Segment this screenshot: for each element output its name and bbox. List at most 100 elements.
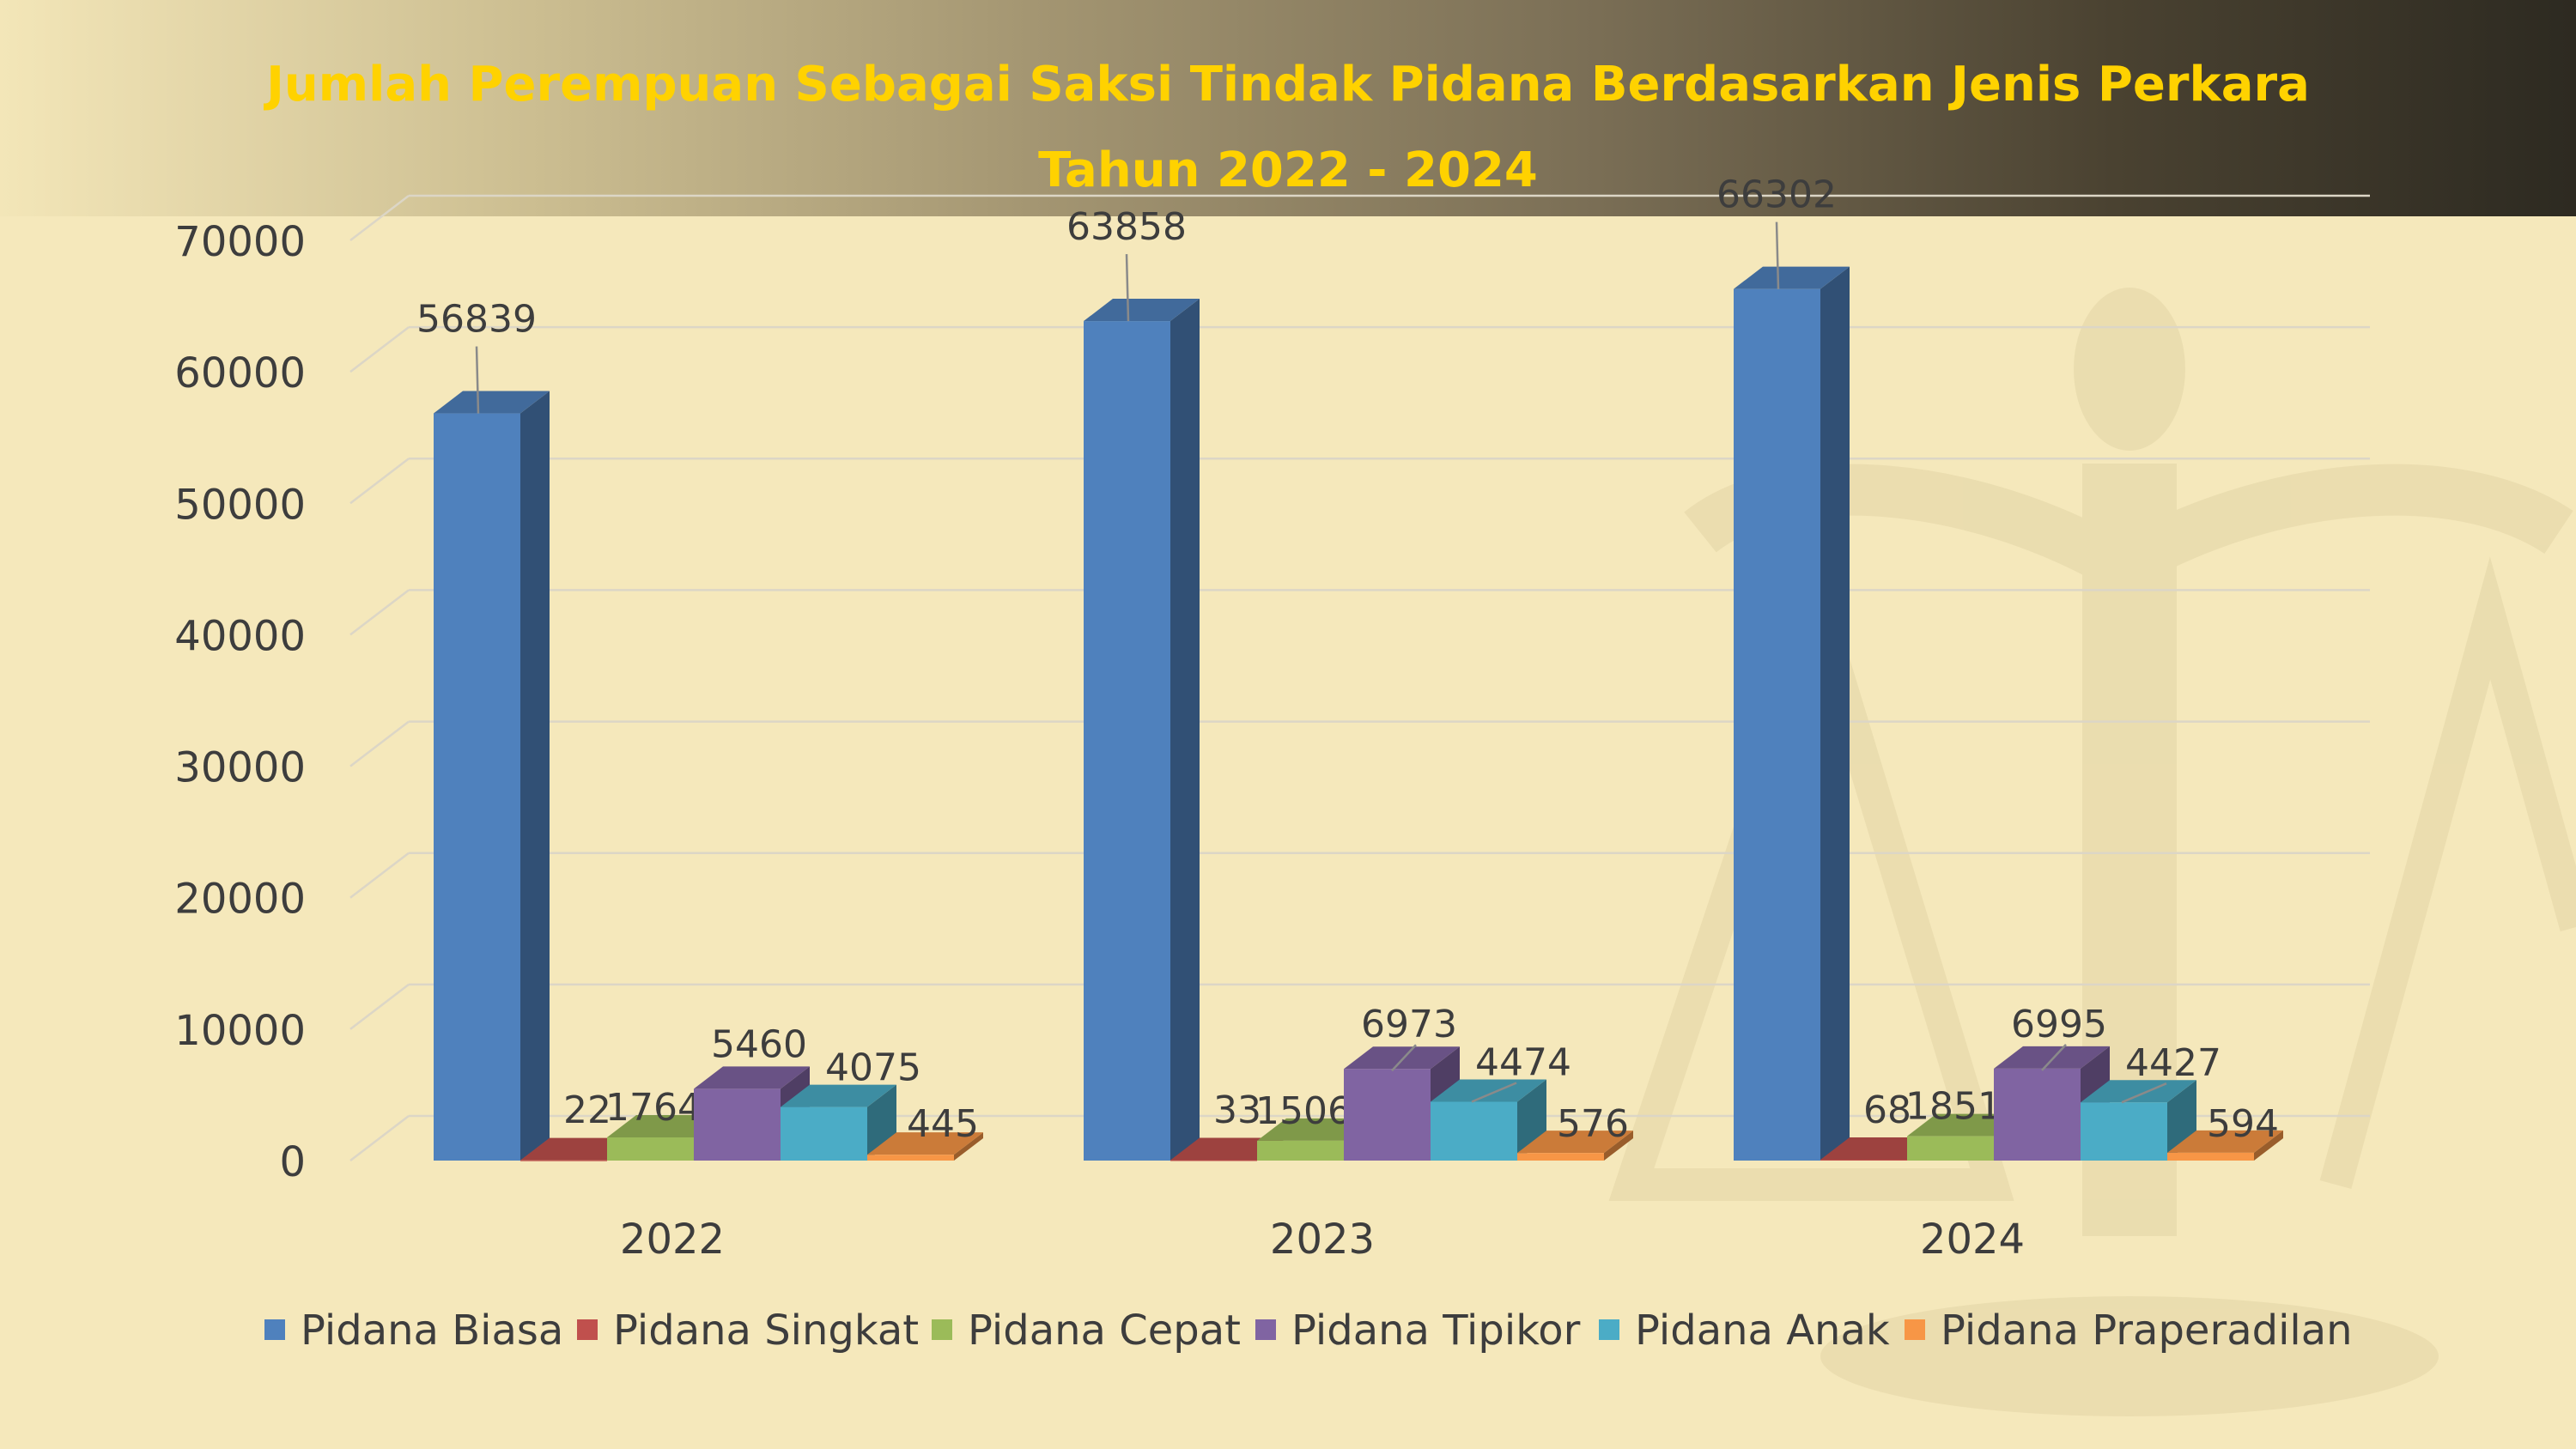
bar <box>2081 1102 2167 1161</box>
data-label-leader <box>2121 1082 2167 1104</box>
data-label: 594 <box>2207 1102 2279 1146</box>
bar-side <box>520 391 550 1161</box>
x-tick-label: 2022 <box>620 1216 725 1264</box>
bar-top <box>1344 1046 1460 1070</box>
gridline-diagonal <box>349 852 410 899</box>
bar-side <box>1820 266 1850 1161</box>
legend-label: Pidana Biasa <box>301 1307 563 1355</box>
legend-item: Pidana Tipikor <box>1255 1307 1581 1355</box>
bar-top <box>2081 1080 2196 1103</box>
data-label: 66302 <box>1716 173 1837 217</box>
legend-label: Pidana Anak <box>1635 1307 1890 1355</box>
legend-label: Pidana Praperadilan <box>1941 1307 2353 1355</box>
data-label: 576 <box>1557 1102 1629 1146</box>
bar-top <box>867 1132 983 1155</box>
bar-top <box>1431 1079 1546 1102</box>
legend-item: Pidana Anak <box>1599 1307 1890 1355</box>
bar <box>1907 1136 1994 1161</box>
data-label: 68 <box>1863 1088 1911 1132</box>
bar-side <box>954 1132 983 1161</box>
data-label: 6973 <box>1361 1003 1457 1046</box>
data-label: 1851 <box>1905 1085 2002 1129</box>
x-tick-label: 2024 <box>1920 1216 2025 1264</box>
data-label: 33 <box>1213 1088 1261 1132</box>
chart-title: Jumlah Perempuan Sebagai Saksi Tindak Pi… <box>266 57 2310 112</box>
watermark-top <box>2074 288 2185 451</box>
data-label-leader <box>1775 221 1780 289</box>
legend: Pidana Biasa Pidana Singkat Pidana Cepat Pi… <box>264 1307 2353 1355</box>
data-label: 56839 <box>416 298 537 342</box>
data-label-leader <box>2041 1044 2067 1071</box>
bar <box>1084 321 1170 1161</box>
bar-top <box>1994 1046 2110 1069</box>
data-label: 4474 <box>1475 1040 1571 1084</box>
y-tick-label: 20000 <box>174 876 306 924</box>
data-label: 1764 <box>605 1086 702 1130</box>
gridline-diagonal <box>349 326 410 373</box>
bar-top <box>694 1066 810 1089</box>
bar <box>1820 1159 1907 1161</box>
legend-item: Pidana Cepat <box>932 1307 1241 1355</box>
legend-item: Pidana Praperadilan <box>1905 1307 2353 1355</box>
y-tick-label: 70000 <box>174 218 306 266</box>
gridline-diagonal <box>349 458 410 505</box>
bar-side <box>2254 1130 2283 1161</box>
bar <box>1517 1153 1604 1161</box>
bar-top <box>434 391 550 414</box>
bar <box>867 1155 954 1161</box>
y-tick-label: 50000 <box>174 481 306 529</box>
legend-swatch <box>1599 1319 1619 1340</box>
data-label: 22 <box>563 1088 611 1132</box>
y-tick-label: 30000 <box>174 744 306 792</box>
bar <box>1431 1101 1517 1161</box>
bar-side <box>1170 299 1200 1161</box>
bar <box>1344 1069 1431 1161</box>
bar-top <box>1517 1131 1633 1154</box>
legend-item: Pidana Biasa <box>264 1307 563 1355</box>
bar-side <box>1604 1131 1633 1161</box>
bar-top <box>1734 266 1850 289</box>
bar <box>607 1137 694 1161</box>
gridline-diagonal <box>349 720 410 767</box>
x-tick-label: 2023 <box>1270 1216 1375 1264</box>
data-label: 445 <box>907 1102 979 1146</box>
legend-label: Pidana Cepat <box>968 1307 1241 1355</box>
y-tick-label: 0 <box>279 1138 306 1186</box>
legend-label: Pidana Singkat <box>613 1307 919 1355</box>
data-label: 1506 <box>1255 1089 1352 1133</box>
y-tick-label: 40000 <box>174 612 306 660</box>
y-tick-label: 60000 <box>174 349 306 397</box>
y-tick-label: 10000 <box>174 1007 306 1055</box>
data-label: 63858 <box>1066 205 1187 249</box>
bar <box>1257 1140 1344 1161</box>
legend-swatch <box>1255 1319 1276 1340</box>
gridline-diagonal <box>349 195 410 241</box>
data-label-leader <box>1391 1044 1417 1072</box>
data-label: 5460 <box>711 1022 807 1066</box>
gridline-diagonal <box>349 1115 410 1161</box>
watermark-left-pan <box>1608 564 2014 1201</box>
bar <box>2167 1152 2254 1161</box>
legend-item: Pidana Singkat <box>577 1307 919 1355</box>
bar-top <box>2167 1130 2283 1153</box>
data-label: 6995 <box>2011 1003 2107 1046</box>
data-label: 4427 <box>2125 1041 2221 1085</box>
data-label-leader <box>1125 254 1130 322</box>
legend-swatch <box>932 1319 952 1340</box>
chart-subtitle: Tahun 2022 - 2024 <box>1038 142 1538 198</box>
gridline-diagonal <box>349 589 410 636</box>
bar <box>1170 1160 1257 1161</box>
watermark-base <box>1820 1296 2439 1416</box>
bar <box>434 413 520 1161</box>
data-label-leader <box>475 346 480 414</box>
bar <box>781 1106 867 1161</box>
legend-swatch <box>1905 1319 1925 1340</box>
bar <box>694 1088 781 1161</box>
data-label-leader <box>1471 1082 1517 1103</box>
